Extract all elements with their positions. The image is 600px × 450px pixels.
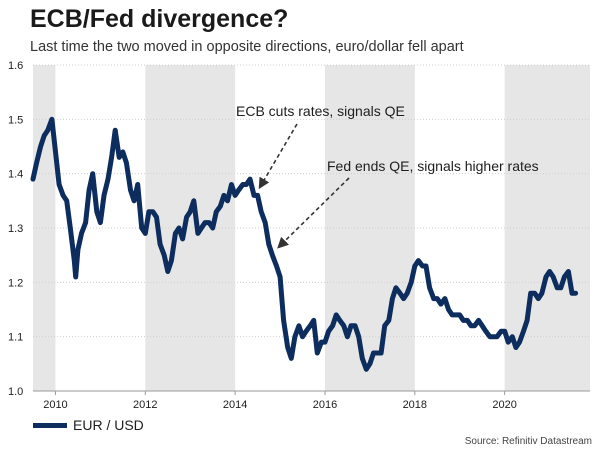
annotation-ecb: ECB cuts rates, signals QE [236,103,405,119]
annotation-arrow-0 [258,123,298,190]
annotations: ECB cuts rates, signals QE Fed ends QE, … [236,103,539,249]
series-line-group [30,116,579,372]
chart-title: ECB/Fed divergence? [30,5,289,33]
legend-label: EUR / USD [73,417,144,433]
y-tick-label: 1.3 [8,223,23,235]
axis-ticks: 1.0 1.1 1.2 1.3 1.4 1.5 1.6 2010 2012 2014 2016 201… [8,60,517,411]
x-tick-label: 2018 [403,399,427,411]
legend-swatch [33,422,67,428]
x-tick-label: 2020 [492,399,516,411]
x-tick-label: 2014 [223,399,247,411]
x-tick-label: 2010 [43,399,67,411]
x-tick-label: 2016 [313,399,337,411]
y-tick-label: 1.6 [8,60,23,72]
x-tick-label: 2012 [133,399,157,411]
chart-subtitle: Last time the two moved in opposite dire… [30,39,464,55]
source-note: Source: Refinitiv Datastream [464,436,592,447]
annotation-arrow-1 [277,177,350,249]
y-tick-label: 1.4 [8,169,23,181]
legend: EUR / USD [33,417,144,433]
annotation-fed: Fed ends QE, signals higher rates [327,158,539,174]
y-tick-label: 1.2 [8,277,23,289]
gridlines [33,64,590,392]
y-tick-label: 1.5 [8,114,23,126]
series-line-eurusd [30,116,579,372]
y-tick-label: 1.1 [8,332,23,344]
y-tick-label: 1.0 [8,386,23,398]
